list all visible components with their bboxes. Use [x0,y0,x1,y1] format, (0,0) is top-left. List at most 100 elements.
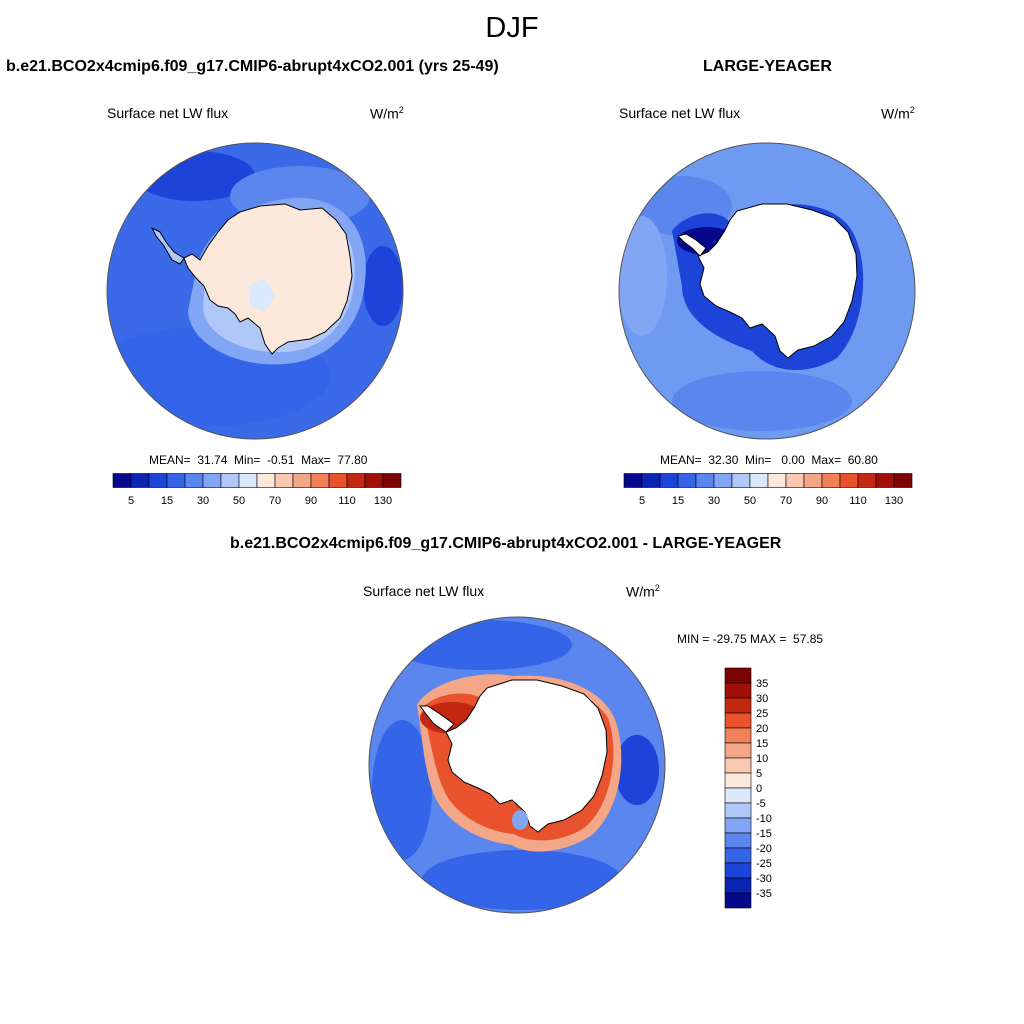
colorbar-label: 5 [756,768,762,780]
colorbar-label: 5 [128,495,134,507]
colorbar-box [724,802,752,819]
case-field-patch [248,278,275,312]
colorbar-label: 30 [197,495,209,507]
colorbar-box [893,473,913,488]
case-colorbar [112,473,402,488]
colorbar-label: 90 [816,495,828,507]
diff-units: W/m2 [626,583,660,600]
diff-stats: MIN = -29.75 MAX = 57.85 [677,632,824,646]
colorbar-box [328,473,348,488]
colorbar-box [695,473,715,488]
colorbar-box [724,877,752,894]
colorbar-box [724,847,752,864]
colorbar-box [724,787,752,804]
diff-polar-map [368,616,666,914]
colorbar-label: -20 [756,843,772,855]
colorbar-label: 130 [885,495,903,507]
colorbar-box [310,473,330,488]
colorbar-label: -10 [756,813,772,825]
control-colorbar [623,473,913,488]
control-variable-label: Surface net LW flux [619,105,741,121]
colorbar-box [130,473,150,488]
colorbar-label: 130 [374,495,392,507]
colorbar-label: 15 [756,738,768,750]
control-field-band [672,371,852,431]
case-colorbar-labels: 5 15 30 50 70 90 110 130 [128,495,392,507]
colorbar-label: 70 [269,495,281,507]
colorbar-box [166,473,186,488]
case-units: W/m2 [370,105,404,122]
colorbar-box [839,473,859,488]
colorbar-box [724,697,752,714]
colorbar-box [623,473,643,488]
colorbar-box [256,473,276,488]
diff-variable-label: Surface net LW flux [363,583,485,599]
colorbar-label: 110 [849,495,867,507]
diff-field-band [372,720,432,860]
colorbar-box [731,473,751,488]
control-stats: MEAN= 32.30 Min= 0.00 Max= 60.80 [660,453,878,467]
colorbar-label: 70 [780,495,792,507]
case-panel-title: b.e21.BCO2x4cmip6.f09_g17.CMIP6-abrupt4x… [6,58,499,75]
colorbar-box [292,473,312,488]
colorbar-label: -35 [756,888,772,900]
diff-colorbar: 35 30 25 20 15 10 5 0 -5 -10 -15 -20 -25 -30 -35 [724,667,772,909]
colorbar-box [724,712,752,729]
case-map-border [106,142,404,440]
colorbar-box [785,473,805,488]
colorbar-box [749,473,769,488]
colorbar-box [724,667,752,684]
colorbar-box [677,473,697,488]
colorbar-box [724,862,752,879]
colorbar-label: 25 [756,708,768,720]
colorbar-box [724,742,752,759]
colorbar-box [803,473,823,488]
colorbar-box [112,473,132,488]
colorbar-box [148,473,168,488]
diff-peninsula [419,705,455,733]
colorbar-label: 5 [639,495,645,507]
colorbar-box [220,473,240,488]
colorbar-label: 110 [338,495,356,507]
colorbar-box [724,772,752,789]
control-units: W/m2 [881,105,915,122]
diff-field-band [422,850,622,910]
colorbar-label: -15 [756,828,772,840]
control-panel-title: LARGE-YEAGER [703,58,832,75]
colorbar-box [641,473,661,488]
colorbar-box [724,727,752,744]
colorbar-box [875,473,895,488]
control-peninsula [677,233,707,257]
diff-panel-title: b.e21.BCO2x4cmip6.f09_g17.CMIP6-abrupt4x… [230,535,782,552]
colorbar-box [767,473,787,488]
colorbar-box [724,892,752,909]
colorbar-box [184,473,204,488]
colorbar-label: 20 [756,723,768,735]
colorbar-box [724,757,752,774]
colorbar-box [724,682,752,699]
colorbar-box [857,473,877,488]
colorbar-box [713,473,733,488]
case-peninsula [150,226,185,265]
colorbar-box [364,473,384,488]
colorbar-label: 0 [756,783,762,795]
colorbar-box [274,473,294,488]
colorbar-box [724,832,752,849]
colorbar-box [659,473,679,488]
colorbar-label: -25 [756,858,772,870]
colorbar-box [202,473,222,488]
case-polar-map [106,142,404,440]
colorbar-label: 50 [744,495,756,507]
colorbar-box [346,473,366,488]
colorbar-box [724,817,752,834]
colorbar-label: 15 [672,495,684,507]
case-antarctica [183,203,353,355]
colorbar-label: 15 [161,495,173,507]
diff-map-border [368,616,666,914]
colorbar-label: 10 [756,753,768,765]
colorbar-label: 30 [756,693,768,705]
colorbar-box [238,473,258,488]
colorbar-label: -5 [756,798,766,810]
case-stats: MEAN= 31.74 Min= -0.51 Max= 77.80 [149,453,368,467]
colorbar-label: 30 [708,495,720,507]
